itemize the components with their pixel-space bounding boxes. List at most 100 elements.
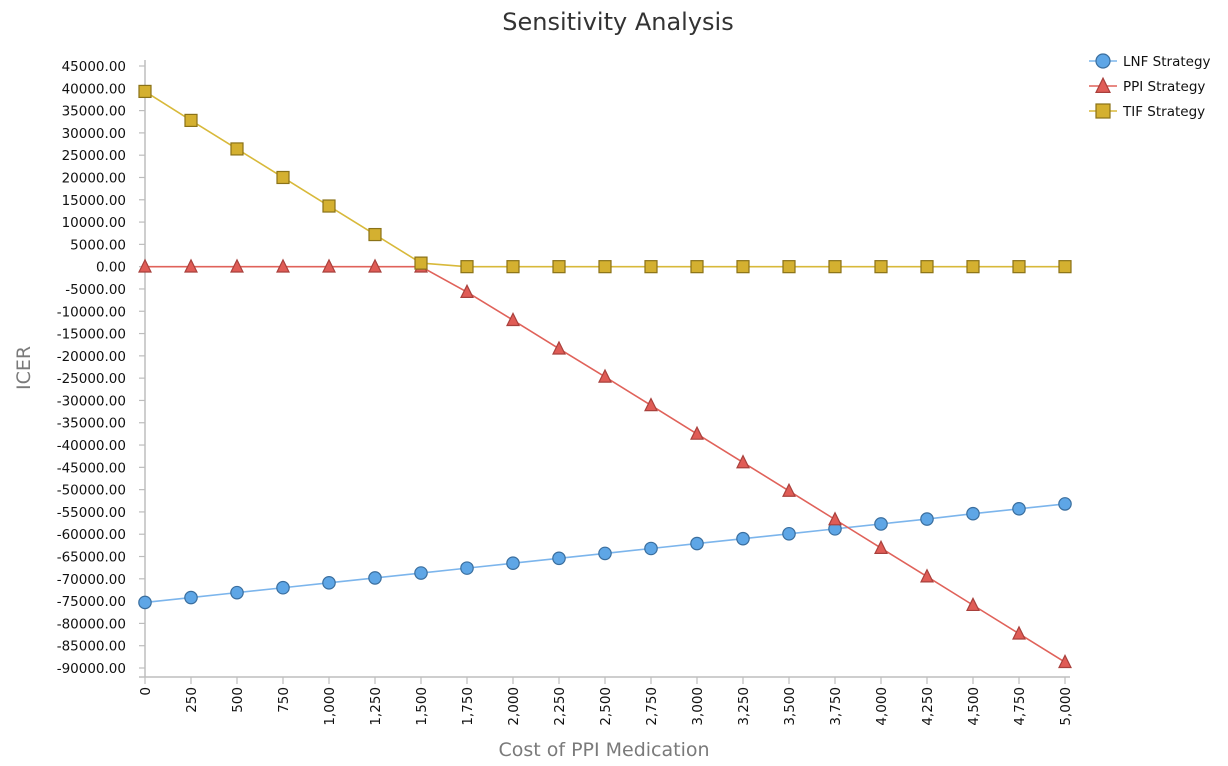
- data-point: [874, 260, 888, 274]
- data-point: [1058, 654, 1072, 669]
- x-tick-label: 1,500: [414, 687, 430, 726]
- y-tick-label: -10000.00: [57, 304, 126, 320]
- x-tick-label: 1,000: [322, 687, 338, 726]
- data-point: [138, 258, 152, 273]
- data-point: [138, 595, 152, 610]
- y-tick-label: 25000.00: [62, 148, 126, 164]
- data-point: [966, 260, 980, 274]
- x-tick-label: 2,750: [644, 687, 660, 726]
- data-point: [736, 260, 750, 274]
- series-triangle: [138, 258, 1072, 669]
- y-tick-label: -80000.00: [57, 616, 126, 632]
- y-tick-label: 0.00: [96, 260, 126, 276]
- x-tick-label: 1,750: [460, 687, 476, 726]
- y-tick-label: 10000.00: [62, 215, 126, 231]
- data-point: [506, 260, 520, 274]
- y-tick-label: 45000.00: [62, 59, 126, 75]
- data-point: [276, 580, 290, 595]
- y-tick-label: -20000.00: [57, 349, 126, 365]
- data-point: [322, 258, 336, 273]
- data-point: [184, 258, 198, 273]
- y-axis-title: ICER: [13, 346, 35, 390]
- y-tick-label: 20000.00: [62, 170, 126, 186]
- x-tick-label: 4,000: [874, 687, 890, 726]
- x-tick-label: 3,500: [782, 687, 798, 726]
- y-tick-label: -55000.00: [57, 505, 126, 521]
- x-axis-title: Cost of PPI Medication: [498, 739, 709, 761]
- data-point: [966, 596, 980, 612]
- data-point: [966, 506, 980, 521]
- data-point: [1058, 260, 1072, 274]
- legend-label: LNF Strategy: [1123, 54, 1211, 70]
- data-point: [368, 227, 382, 242]
- x-tick-label: 0: [138, 687, 154, 696]
- y-tick-label: -50000.00: [57, 483, 126, 499]
- data-point: [598, 260, 612, 274]
- data-point: [1012, 502, 1026, 516]
- data-point: [782, 260, 796, 274]
- data-point: [920, 260, 934, 274]
- x-tick-label: 750: [276, 687, 292, 713]
- series-layer: [138, 84, 1072, 669]
- data-point: [690, 536, 704, 551]
- x-tick-label: 3,750: [828, 687, 844, 726]
- x-tick-label: 4,750: [1012, 687, 1028, 726]
- x-tick-label: 4,250: [920, 687, 936, 726]
- x-tick-label: 250: [184, 687, 200, 713]
- y-tick-label: 30000.00: [62, 126, 126, 142]
- legend-marker: [1095, 76, 1111, 93]
- x-tick-label: 4,500: [966, 687, 982, 726]
- data-point: [184, 590, 198, 605]
- y-tick-label: -85000.00: [57, 639, 126, 655]
- legend-item: LNF Strategy: [1089, 53, 1211, 70]
- legend-marker: [1095, 103, 1111, 119]
- data-point: [138, 84, 152, 99]
- data-point: [920, 568, 934, 583]
- legend-label: TIF Strategy: [1122, 104, 1205, 120]
- data-point: [690, 260, 704, 274]
- legend-item: TIF Strategy: [1089, 103, 1205, 120]
- data-point: [598, 368, 612, 383]
- x-axis: 0 250 500 750 1,000 1,250 1,500 1,750 2,000 2,250…: [138, 676, 1074, 726]
- data-point: [276, 170, 290, 185]
- data-point: [368, 258, 382, 273]
- series-square: [138, 84, 1072, 274]
- data-point: [460, 561, 474, 575]
- data-point: [368, 571, 382, 585]
- data-point: [414, 566, 428, 580]
- legend-label: PPI Strategy: [1123, 79, 1205, 95]
- data-point: [874, 517, 888, 531]
- data-point: [552, 340, 566, 355]
- x-tick-label: 2,500: [598, 687, 614, 726]
- y-tick-label: -30000.00: [57, 393, 126, 409]
- data-point: [322, 199, 336, 213]
- data-point: [460, 283, 474, 298]
- x-tick-label: 3,250: [736, 687, 752, 726]
- x-tick-label: 5,000: [1058, 687, 1074, 726]
- data-point: [644, 260, 658, 274]
- data-point: [230, 258, 244, 273]
- data-point: [598, 546, 612, 561]
- y-tick-label: 15000.00: [62, 193, 126, 209]
- data-point: [1058, 497, 1072, 511]
- series-line: [145, 265, 1066, 663]
- y-tick-label: 35000.00: [62, 104, 126, 120]
- data-point: [230, 585, 244, 600]
- data-point: [690, 425, 704, 440]
- y-tick-label: -70000.00: [57, 572, 126, 588]
- y-tick-label: 40000.00: [62, 81, 126, 97]
- data-point: [1012, 625, 1026, 640]
- y-tick-label: -45000.00: [57, 460, 126, 476]
- data-point: [782, 526, 796, 541]
- data-point: [1012, 260, 1026, 274]
- data-point: [736, 454, 750, 469]
- data-point: [782, 482, 796, 497]
- data-point: [506, 312, 520, 327]
- data-point: [920, 512, 934, 526]
- legend-marker: [1095, 53, 1111, 69]
- x-tick-label: 2,000: [506, 687, 522, 726]
- y-axis: 45000.00 40000.00 35000.00 30000.00 25000.00…: [57, 59, 146, 677]
- x-tick-label: 500: [230, 687, 246, 713]
